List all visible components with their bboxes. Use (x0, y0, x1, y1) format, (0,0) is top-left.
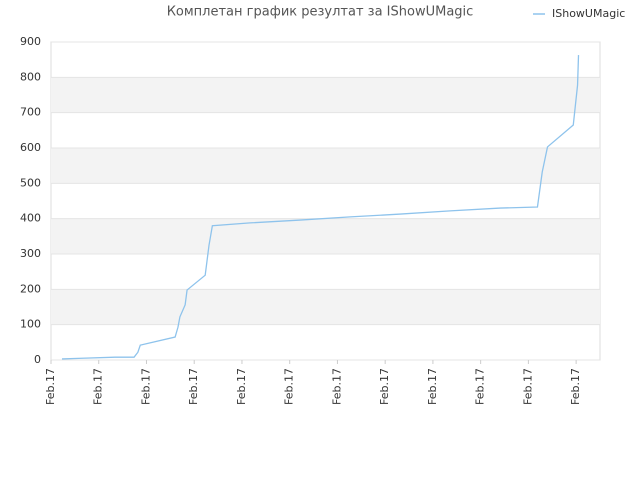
x-tick-label: Feb.17 (187, 368, 200, 405)
y-tick-label: 500 (20, 176, 41, 189)
x-tick-label: Feb.17 (521, 368, 534, 405)
grid-band (51, 218, 600, 254)
x-tick-label: Feb.17 (569, 368, 582, 405)
x-tick-label: Feb.17 (235, 368, 248, 405)
x-tick-label: Feb.17 (426, 368, 439, 405)
x-tick-label: Feb.17 (139, 368, 152, 405)
y-tick-label: 0 (34, 353, 41, 366)
series-line (61, 55, 580, 360)
x-tick-label: Feb.17 (330, 368, 343, 405)
grid-band (51, 289, 600, 325)
x-tick-label: Feb.17 (474, 368, 487, 405)
legend-label: IShowUMagic (552, 7, 625, 20)
grid-band (51, 77, 600, 113)
y-tick-label: 100 (20, 318, 41, 331)
y-tick-label: 800 (20, 70, 41, 83)
x-tick-label: Feb.17 (283, 368, 296, 405)
grid-band (51, 148, 600, 184)
y-tick-label: 300 (20, 247, 41, 260)
y-tick-label: 700 (20, 106, 41, 119)
y-tick-label: 200 (20, 282, 41, 295)
x-tick-label: Feb.17 (378, 368, 391, 405)
x-tick-label: Feb.17 (92, 368, 105, 405)
x-tick-label: Feb.17 (44, 368, 57, 405)
chart-title: Комплетан график резултат за IShowUMagic (167, 5, 474, 20)
y-tick-label: 900 (20, 35, 41, 48)
y-tick-label: 600 (20, 141, 41, 154)
y-tick-label: 400 (20, 212, 41, 225)
